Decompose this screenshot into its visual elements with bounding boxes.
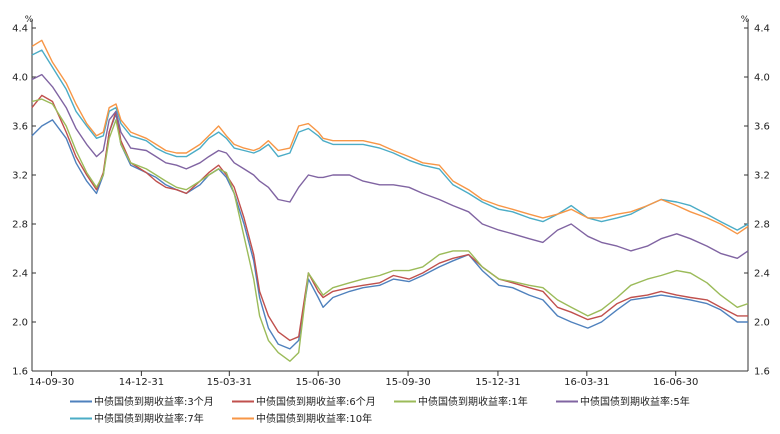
x-tick-label: 16-03-31: [564, 377, 609, 388]
y-tick-label-right: 2.8: [754, 220, 770, 231]
y-tick-label-right: 3.6: [754, 122, 770, 133]
legend-label: 中债国债到期收益率:7年: [94, 412, 204, 425]
series-line-6: [31, 39, 749, 235]
y-unit-right: %: [741, 15, 750, 25]
series-line-5: [31, 49, 749, 231]
y-tick-label-right: 2.0: [754, 318, 770, 329]
chart-lines: [31, 39, 749, 362]
series-line-4: [31, 73, 749, 259]
legend-label: 中债国债到期收益率:5年: [580, 395, 690, 408]
y-tick-label-right: 3.2: [754, 171, 770, 182]
legend-label: 中债国债到期收益率:10年: [256, 412, 372, 425]
x-tick-label: 15-09-30: [385, 377, 430, 388]
y-tick-label-left: 3.6: [12, 122, 28, 133]
legend-label: 中债国债到期收益率:3个月: [94, 395, 214, 408]
y-tick-label-left: 1.6: [12, 367, 28, 378]
x-tick-label: 14-12-31: [119, 377, 164, 388]
legend-label: 中债国债到期收益率:1年: [418, 395, 528, 408]
y-tick-label-left: 2.0: [12, 318, 28, 329]
x-tick-label: 15-12-31: [475, 377, 520, 388]
y-tick-label-left: 2.8: [12, 220, 28, 231]
x-tick-label: 14-09-30: [29, 377, 74, 388]
y-tick-label-right: 2.4: [754, 269, 770, 280]
series-line-3: [31, 98, 749, 362]
y-tick-label-left: 4.0: [12, 73, 28, 84]
y-tick-label-left: 4.4: [12, 24, 28, 35]
y-unit-left: %: [25, 15, 34, 25]
x-tick-label: 16-06-30: [653, 377, 698, 388]
x-tick-label: 15-06-30: [296, 377, 341, 388]
y-tick-label-left: 2.4: [12, 269, 28, 280]
chart-axes: % %4.4 4.44.0 4.03.6 3.63.2 3.22.8 2.82.4 2.42.…: [12, 15, 770, 388]
chart-legend: 中债国债到期收益率:3个月 中债国债到期收益率:6个月 中债国债到期收益率:1年 中债…: [70, 395, 690, 425]
series-line-2: [31, 94, 748, 342]
y-tick-label-right: 4.0: [754, 73, 770, 84]
y-tick-label-left: 3.2: [12, 171, 28, 182]
y-tick-label-right: 4.4: [754, 24, 770, 35]
legend-label: 中债国债到期收益率:6个月: [256, 395, 376, 408]
x-tick-label: 15-03-31: [207, 377, 252, 388]
y-tick-label-right: 1.6: [754, 367, 770, 378]
